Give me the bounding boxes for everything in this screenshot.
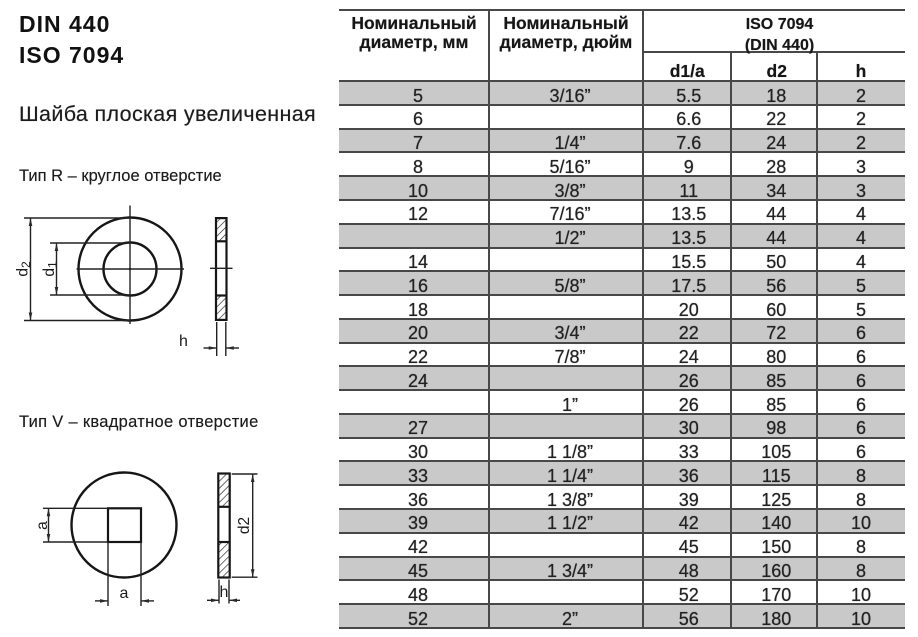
svg-text:d2: d2	[15, 261, 34, 277]
svg-text:h: h	[179, 333, 188, 350]
svg-text:d1: d1	[41, 261, 60, 277]
svg-text:h: h	[220, 584, 229, 601]
svg-text:a: a	[120, 585, 129, 602]
svg-text:a: a	[34, 521, 51, 530]
svg-text:d2: d2	[236, 517, 253, 534]
